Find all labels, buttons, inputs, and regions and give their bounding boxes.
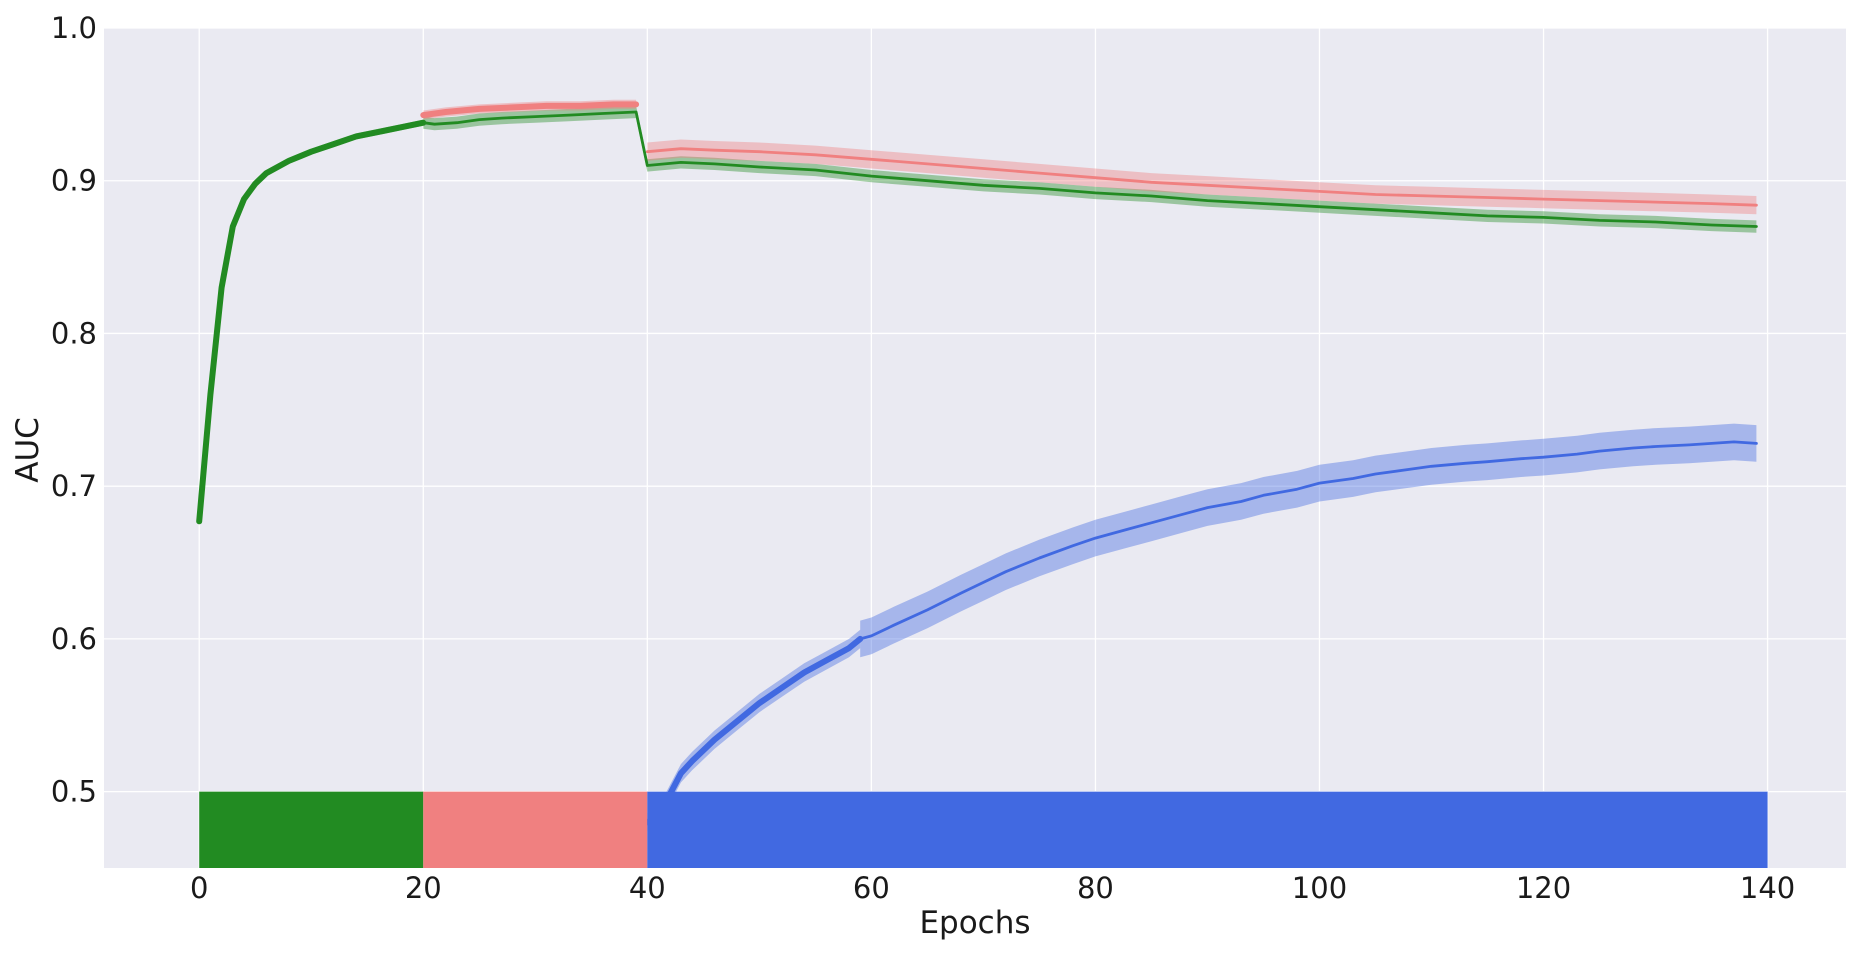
x-tick-label: 40 <box>629 871 666 905</box>
x-tick-label: 20 <box>405 871 442 905</box>
series-line <box>421 110 1758 228</box>
x-tick-label: 140 <box>1740 871 1795 905</box>
series-lines <box>196 101 1758 826</box>
x-tick-label: 0 <box>190 871 208 905</box>
x-tick-label: 80 <box>1077 871 1114 905</box>
phase-band <box>199 791 1768 868</box>
series-line <box>858 440 1758 641</box>
phase-block <box>647 791 1768 868</box>
y-tick-label: 0.6 <box>51 622 97 656</box>
y-tick-label: 0.7 <box>51 469 97 503</box>
x-axis-label: Epochs <box>919 905 1030 941</box>
y-tick-labels: 0.5 0.6 0.7 0.8 0.9 1.0 <box>51 11 97 809</box>
series-line <box>420 101 640 119</box>
series-line <box>645 147 1758 207</box>
confidence-band <box>647 629 861 832</box>
series-line <box>196 119 427 525</box>
x-tick-label: 60 <box>853 871 890 905</box>
x-tick-label: 100 <box>1292 871 1347 905</box>
y-axis-label: AUC <box>10 417 46 483</box>
phase-block <box>423 791 648 868</box>
x-tick-labels: 0 20 40 60 80 100 120 140 <box>190 871 1795 905</box>
y-tick-label: 0.5 <box>51 775 97 809</box>
y-tick-label: 0.8 <box>51 316 97 350</box>
phase-block <box>199 791 424 868</box>
x-tick-label: 120 <box>1516 871 1571 905</box>
y-tick-label: 1.0 <box>51 11 97 45</box>
y-tick-label: 0.9 <box>51 164 97 198</box>
confidence-band <box>647 139 1757 215</box>
